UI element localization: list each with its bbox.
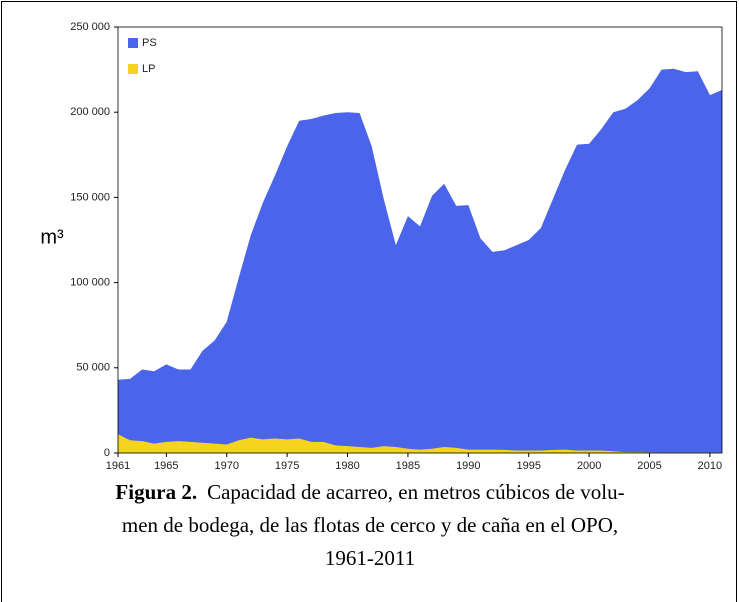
y-tick-label: 100 000: [70, 277, 110, 289]
y-axis-label: m³: [40, 226, 64, 248]
plot-frame: [117, 26, 723, 454]
y-tick-label: 50 000: [76, 362, 110, 374]
legend-swatch: [128, 38, 138, 48]
x-tick-label: 1965: [154, 460, 178, 472]
x-tick-label: 2010: [698, 460, 722, 472]
x-tick-label: 1970: [214, 460, 238, 472]
y-tick-label: 150 000: [70, 191, 110, 203]
legend-label: PS: [142, 37, 157, 49]
caption-text: men de bodega, de las flotas de cerco y …: [122, 513, 618, 537]
x-tick-label: 1961: [106, 460, 130, 472]
caption-label: Figura 2.: [115, 480, 197, 504]
caption-text: 1961-2011: [325, 546, 415, 570]
legend-swatch: [128, 64, 138, 74]
x-tick-label: 1990: [456, 460, 480, 472]
y-tick-label: 200 000: [70, 106, 110, 118]
caption-text: Capacidad de acarreo, en metros cúbicos …: [207, 480, 625, 504]
area: [118, 434, 722, 453]
x-tick-label: 2005: [637, 460, 661, 472]
area: [118, 68, 722, 453]
x-tick-label: 1995: [516, 460, 540, 472]
x-tick-label: 1980: [335, 460, 359, 472]
caption-line: Figura 2. Capacidad de acarreo, en metros…: [115, 480, 624, 504]
x-tick-label: 1975: [275, 460, 299, 472]
y-tick-label: 0: [104, 447, 110, 459]
x-tick-label: 2000: [577, 460, 601, 472]
x-tick-label: 1985: [396, 460, 420, 472]
legend-label: LP: [142, 63, 155, 75]
y-tick-label: 250 000: [70, 21, 110, 33]
